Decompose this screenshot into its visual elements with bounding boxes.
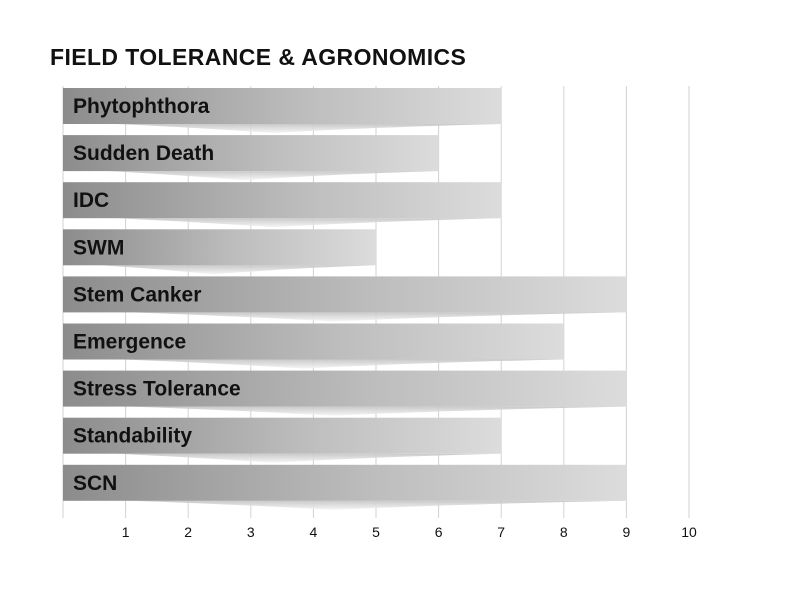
bar-shadow xyxy=(130,500,627,510)
bar-scn xyxy=(63,464,627,501)
bar-label: Emergence xyxy=(73,331,186,354)
bar-shadow xyxy=(123,359,564,369)
x-axis-ticks: 1 2 3 4 5 6 7 8 9 10 xyxy=(122,524,697,540)
bar-shadow xyxy=(115,218,502,228)
bar-label: Stress Tolerance xyxy=(73,378,241,401)
bar-shadow xyxy=(115,453,502,463)
bar-stem-canker xyxy=(63,276,627,313)
x-tick-label: 10 xyxy=(681,524,697,540)
bar-label: Stem Canker xyxy=(73,283,201,306)
x-tick-label: 2 xyxy=(184,524,192,540)
bar-label: Standability xyxy=(73,425,192,448)
bar-shadow xyxy=(130,406,627,416)
bar-sudden-death xyxy=(63,135,439,172)
bar-emergence xyxy=(63,323,564,360)
x-tick-label: 4 xyxy=(310,524,318,540)
bar-label: Phytophthora xyxy=(73,95,210,118)
x-tick-label: 1 xyxy=(122,524,130,540)
bars: Phytophthora Sudden Death IDC SWM Stem Canke… xyxy=(63,88,627,510)
bar-shadow xyxy=(108,171,439,181)
x-tick-label: 5 xyxy=(372,524,380,540)
x-tick-label: 3 xyxy=(247,524,255,540)
bar-idc xyxy=(63,182,502,219)
bar-label: IDC xyxy=(73,189,109,212)
bar-shadow xyxy=(130,312,627,322)
bar-shadow xyxy=(115,124,502,133)
bar-label: SWM xyxy=(73,236,124,259)
bar-standability xyxy=(63,417,502,454)
bar-stress-tolerance xyxy=(63,370,627,407)
bar-shadow xyxy=(100,265,376,275)
x-tick-label: 8 xyxy=(560,524,568,540)
x-tick-label: 6 xyxy=(435,524,443,540)
bar-label: Sudden Death xyxy=(73,142,214,165)
bar-label: SCN xyxy=(73,472,117,495)
chart-title: FIELD TOLERANCE & AGRONOMICS xyxy=(50,44,467,70)
bar-swm xyxy=(63,229,376,266)
x-tick-label: 9 xyxy=(623,524,631,540)
bar-phytophthora xyxy=(63,88,502,124)
x-tick-label: 7 xyxy=(497,524,505,540)
